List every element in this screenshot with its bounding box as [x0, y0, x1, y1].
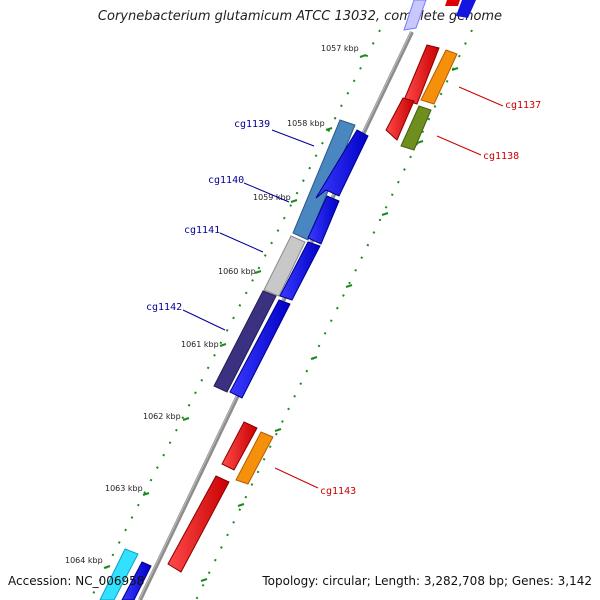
label-connector	[458, 86, 504, 107]
label-connector	[271, 129, 315, 147]
gene-feature-cg1139[interactable]	[292, 119, 356, 241]
gene-feature-cg1137-orange[interactable]	[420, 49, 458, 105]
gene-feature-cg1142[interactable]	[213, 290, 277, 393]
gene-feature-partial[interactable]	[456, 0, 476, 18]
major-tick	[254, 270, 262, 274]
gene-feature-blue-bottom[interactable]	[121, 561, 152, 600]
gene-feature-cg1141-blue[interactable]	[279, 241, 321, 301]
tick-label: 1063 kbp	[105, 484, 143, 493]
major-tick	[416, 140, 424, 144]
major-tick	[274, 428, 282, 432]
label-connector	[182, 309, 226, 331]
major-tick	[325, 127, 333, 131]
gene-label-cg1141[interactable]: cg1141	[184, 225, 220, 236]
major-tick	[451, 67, 459, 71]
gene-label-cg1142[interactable]: cg1142	[146, 302, 182, 313]
major-tick	[359, 54, 367, 58]
tick-ring-inner	[195, 29, 473, 600]
tick-label: 1059 kbp	[253, 193, 291, 202]
gene-label-cg1139[interactable]: cg1139	[234, 119, 270, 130]
gene-label-cg1137[interactable]: cg1137	[505, 100, 541, 111]
major-tick	[200, 578, 208, 582]
gene-feature-cg1140-b[interactable]	[307, 195, 340, 245]
gene-feature-cyan[interactable]	[99, 548, 139, 600]
major-tick	[219, 343, 227, 347]
tick-label: 1057 kbp	[321, 44, 359, 53]
tick-ring-outer	[89, 29, 381, 600]
label-connector	[274, 467, 319, 489]
gene-feature-cg1138-red[interactable]	[385, 97, 415, 141]
major-tick	[310, 356, 318, 360]
major-tick	[182, 417, 190, 421]
major-tick	[103, 565, 111, 569]
tick-label: 1060 kbp	[218, 267, 256, 276]
tick-label: 1061 kbp	[181, 340, 219, 349]
tick-label: 1058 kbp	[287, 119, 325, 128]
major-tick	[142, 492, 150, 496]
gene-feature-partial[interactable]	[445, 0, 460, 6]
major-tick	[290, 199, 298, 203]
tick-label: 1064 kbp	[65, 556, 103, 565]
genome-summary-text: Topology: circular; Length: 3,282,708 bp…	[262, 574, 592, 588]
gene-feature-cg1141[interactable]	[263, 235, 306, 297]
major-tick	[345, 284, 353, 288]
label-connector	[243, 182, 290, 203]
gene-feature-red-long[interactable]	[167, 475, 230, 573]
major-tick	[381, 212, 389, 216]
gene-label-cg1138[interactable]: cg1138	[483, 151, 519, 162]
gene-feature-cg1137-red[interactable]	[403, 44, 440, 105]
gene-label-cg1143[interactable]: cg1143	[320, 486, 356, 497]
gene-feature-cg1142-blue[interactable]	[229, 299, 291, 399]
gene-feature-cg1140-a[interactable]	[315, 129, 369, 199]
map-title: Corynebacterium glutamicum ATCC 13032, c…	[97, 9, 503, 24]
gene-label-cg1140[interactable]: cg1140	[208, 175, 244, 186]
label-connector	[219, 232, 264, 253]
accession-text: Accession: NC_006958	[8, 574, 145, 588]
label-connector	[436, 135, 482, 156]
major-tick	[237, 503, 245, 507]
gene-feature-cg1143-orange[interactable]	[235, 431, 274, 485]
gene-feature-partial[interactable]	[403, 0, 427, 31]
gene-feature-cg1143-red[interactable]	[221, 421, 258, 471]
gene-feature-cg1138-green[interactable]	[400, 105, 432, 151]
tick-label: 1062 kbp	[143, 412, 181, 421]
